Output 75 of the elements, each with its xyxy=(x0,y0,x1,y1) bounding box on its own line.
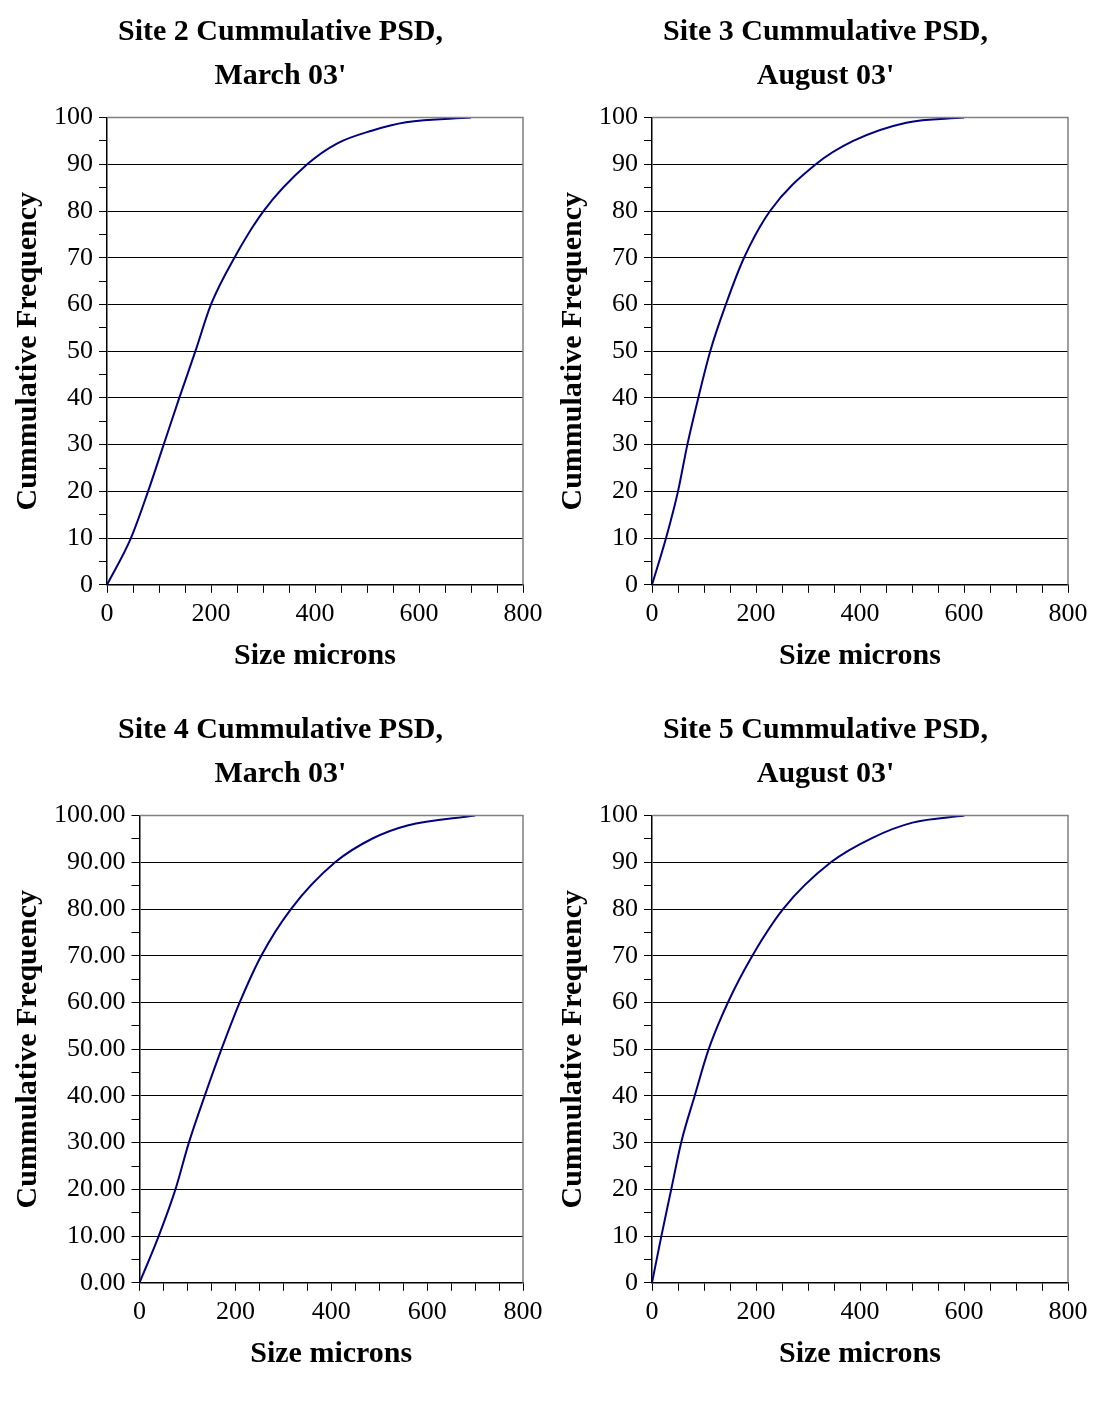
y-tick-label: 80 xyxy=(612,194,638,224)
y-tick-label: 10 xyxy=(612,1219,638,1249)
y-tick-label: 80.00 xyxy=(67,892,126,922)
x-tick-label: 800 xyxy=(503,598,543,628)
y-tick-label: 50 xyxy=(612,335,638,365)
y-tick-label: 50 xyxy=(67,335,93,365)
y-tick-label: 70.00 xyxy=(67,939,126,969)
y-tick-label: 30.00 xyxy=(67,1126,126,1156)
y-tick-label: 100 xyxy=(599,799,638,829)
x-axis-title: Size microns xyxy=(779,1334,941,1368)
chart-title: Site 4 Cummulative PSD, March 03' xyxy=(117,710,444,790)
y-tick-label: 40.00 xyxy=(67,1079,126,1109)
x-tick-label: 200 xyxy=(736,1296,776,1326)
y-tick-label: 0 xyxy=(80,568,93,598)
y-tick-label: 10 xyxy=(612,521,638,551)
y-tick-label: 10 xyxy=(67,521,93,551)
y-tick-label: 10.00 xyxy=(67,1219,126,1249)
x-tick-label: 0 xyxy=(133,1296,146,1326)
chart-title: Site 3 Cummulative PSD, August 03' xyxy=(662,12,989,92)
y-axis-title: Cummulative Frequency xyxy=(8,889,42,1209)
y-tick-label: 100 xyxy=(54,101,93,131)
y-tick-label: 20 xyxy=(612,475,638,505)
x-axis-title: Size microns xyxy=(779,636,941,670)
y-tick-label: 0 xyxy=(625,568,638,598)
y-tick-label: 90 xyxy=(67,148,93,178)
y-tick-label: 0.00 xyxy=(80,1266,126,1296)
y-axis-title: Cummulative Frequency xyxy=(8,191,42,511)
y-tick-label: 40 xyxy=(612,1079,638,1109)
y-tick-label: 50.00 xyxy=(67,1033,126,1063)
y-tick-label: 20 xyxy=(612,1173,638,1203)
y-tick-label: 60.00 xyxy=(67,986,126,1016)
y-axis-title: Cummulative Frequency xyxy=(553,889,587,1209)
x-axis-title: Size microns xyxy=(234,636,396,670)
y-tick-label: 30 xyxy=(612,1126,638,1156)
x-tick-label: 400 xyxy=(311,1296,351,1326)
x-axis-title: Size microns xyxy=(250,1334,413,1368)
x-tick-label: 400 xyxy=(840,598,880,628)
x-tick-label: 600 xyxy=(399,598,439,628)
chart-title: Site 5 Cummulative PSD, August 03' xyxy=(662,710,989,790)
x-tick-label: 0 xyxy=(645,1296,659,1326)
y-tick-label: 80 xyxy=(67,194,93,224)
y-tick-label: 50 xyxy=(612,1033,638,1063)
x-tick-label: 200 xyxy=(191,598,231,628)
y-tick-label: 70 xyxy=(612,939,638,969)
y-tick-label: 60 xyxy=(612,986,638,1016)
y-tick-label: 100.00 xyxy=(54,799,126,829)
x-tick-label: 800 xyxy=(1048,1296,1088,1326)
x-tick-label: 200 xyxy=(736,598,776,628)
x-tick-label: 600 xyxy=(944,598,984,628)
y-tick-label: 60 xyxy=(67,288,93,318)
y-tick-label: 30 xyxy=(67,428,93,458)
x-tick-label: 400 xyxy=(295,598,335,628)
y-tick-label: 0 xyxy=(625,1266,638,1296)
y-tick-label: 40 xyxy=(612,381,638,411)
y-tick-label: 40 xyxy=(67,381,93,411)
y-axis-title: Cummulative Frequency xyxy=(553,191,587,511)
chart-title: Site 2 Cummulative PSD, March 03' xyxy=(117,12,444,92)
x-tick-label: 400 xyxy=(840,1296,880,1326)
y-tick-label: 90 xyxy=(612,846,638,876)
x-tick-label: 200 xyxy=(215,1296,255,1326)
y-tick-label: 90.00 xyxy=(67,846,126,876)
y-tick-label: 20 xyxy=(67,475,93,505)
y-tick-label: 70 xyxy=(612,241,638,271)
x-tick-label: 600 xyxy=(407,1296,447,1326)
x-tick-label: 800 xyxy=(1048,598,1088,628)
x-tick-label: 600 xyxy=(944,1296,984,1326)
x-tick-label: 800 xyxy=(503,1296,543,1326)
y-tick-label: 60 xyxy=(612,288,638,318)
x-tick-label: 0 xyxy=(645,598,659,628)
y-tick-label: 70 xyxy=(67,241,93,271)
y-tick-label: 20.00 xyxy=(67,1173,126,1203)
y-tick-label: 30 xyxy=(612,428,638,458)
y-tick-label: 80 xyxy=(612,892,638,922)
y-tick-label: 100 xyxy=(599,101,638,131)
y-tick-label: 90 xyxy=(612,148,638,178)
